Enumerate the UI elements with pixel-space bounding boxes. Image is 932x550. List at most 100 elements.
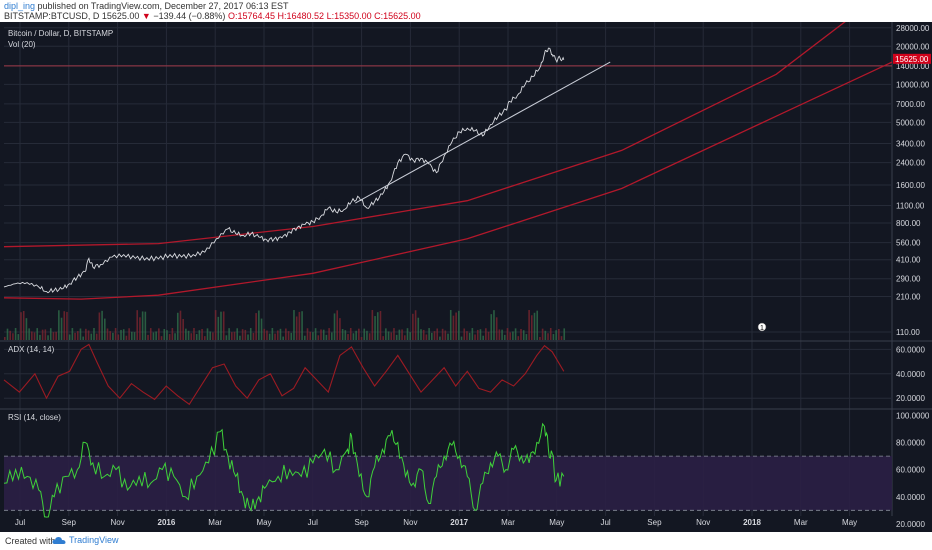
volume-bar [66, 311, 68, 340]
volume-bar [328, 328, 330, 340]
x-tick-label: May [256, 518, 271, 527]
open-value: O:15764.45 [227, 11, 275, 21]
volume-bar [317, 335, 320, 340]
note-badge[interactable] [757, 322, 767, 332]
volume-bar [482, 335, 484, 340]
volume-bar [431, 332, 433, 340]
x-tick-label: Mar [501, 518, 515, 527]
footer: Created with TradingView [0, 532, 932, 550]
rsi-tick-label: 20.0000 [896, 520, 925, 529]
rsi-line [3, 422, 565, 518]
volume-bar [187, 330, 190, 340]
volume-bar [444, 330, 447, 340]
volume-bar [190, 333, 193, 340]
volume-bar [12, 333, 14, 340]
volume-bar [517, 336, 520, 340]
volume-bar [536, 310, 539, 340]
volume-bar [295, 316, 298, 340]
volume-bar [314, 328, 317, 340]
volume-bar [74, 332, 76, 340]
rsi-tick-label: 60.0000 [896, 466, 925, 475]
volume-bar [114, 328, 117, 340]
volume-bar [525, 334, 528, 340]
rsi-tick-label: 40.0000 [896, 493, 925, 502]
volume-bar [452, 315, 455, 340]
volume-bar [90, 333, 93, 340]
x-tick-label: Sep [62, 518, 77, 527]
volume-bar [168, 334, 171, 340]
volume-bar [522, 330, 525, 340]
volume-bar [552, 334, 555, 340]
volume-bar [63, 311, 66, 340]
volume-bar [563, 328, 566, 340]
volume-bar [474, 334, 476, 340]
volume-bar [503, 334, 506, 340]
volume-bar [463, 328, 466, 340]
volume-bar [344, 330, 347, 340]
volume-bar [222, 311, 225, 340]
volume-bar [490, 314, 493, 340]
volume-bar [249, 328, 252, 340]
volume-bar [336, 310, 339, 340]
price-series-line [3, 47, 565, 294]
tradingview-brand: TradingView [69, 535, 119, 545]
volume-bar [512, 331, 514, 340]
volume-bar [252, 332, 255, 340]
chart-area[interactable]: Jul Sep Nov 2016 Mar May Jul Sep Nov 2017 Mar May Ju… [0, 0, 932, 532]
volume-bar [479, 329, 482, 340]
volume-bar [533, 312, 536, 340]
author-link[interactable]: dipl_ing [4, 1, 36, 11]
volume-bar [98, 312, 101, 340]
volume-bar [279, 328, 282, 340]
volume-bar [212, 332, 214, 340]
volume-bar [158, 328, 160, 340]
volume-bar [558, 329, 560, 340]
price-tick-label: 410.00 [896, 256, 921, 265]
volume-bar [68, 334, 71, 340]
volume-bar [60, 317, 63, 340]
volume-bar [193, 328, 195, 340]
volume-bar [241, 329, 244, 340]
volume-bar [506, 328, 509, 340]
volume-bar [122, 329, 125, 340]
x-tick-label: May [549, 518, 564, 527]
volume-bar [393, 328, 395, 340]
x-tick-label: Mar [794, 518, 808, 527]
volume-bar [331, 332, 333, 340]
price-panel-title: Bitcoin / Dollar, D, BITSTAMP [8, 29, 113, 38]
volume-bar [36, 328, 39, 340]
volume-bar [425, 334, 428, 340]
volume-bar [141, 311, 144, 340]
volume-bar [160, 336, 163, 340]
volume-bar [55, 331, 57, 340]
adx-tick-label: 60.0000 [896, 345, 925, 354]
volume-bar [217, 316, 220, 340]
volume-bar [428, 328, 430, 340]
volume-bar [268, 333, 271, 340]
volume-bar [352, 333, 355, 340]
volume-bar [17, 334, 20, 340]
volume-bar [412, 313, 414, 340]
volume-bar [185, 328, 187, 340]
volume-bar [147, 334, 149, 340]
volume-bar [128, 328, 130, 340]
volume-bar [449, 310, 452, 340]
volume-bar [139, 317, 141, 340]
channel-lower-line [3, 61, 893, 300]
volume-bar [498, 329, 501, 340]
x-tick-label: 2016 [158, 518, 176, 527]
volume-bar [385, 328, 387, 340]
volume-bar [106, 328, 109, 340]
adx-tick-label: 40.0000 [896, 370, 925, 379]
tradingview-logo[interactable]: TradingView [52, 535, 119, 545]
volume-bar [176, 312, 179, 340]
volume-bar [293, 310, 295, 340]
volume-bar [149, 328, 152, 340]
volume-bar [355, 330, 357, 340]
adx-panel-title: ADX (14, 14) [8, 345, 55, 354]
volume-bar [366, 330, 368, 340]
volume-bar [163, 328, 166, 340]
volume-bar [333, 313, 336, 340]
chart-svg[interactable]: Jul Sep Nov 2016 Mar May Jul Sep Nov 2017 Mar May Ju… [0, 0, 932, 532]
volume-bar [290, 332, 293, 340]
